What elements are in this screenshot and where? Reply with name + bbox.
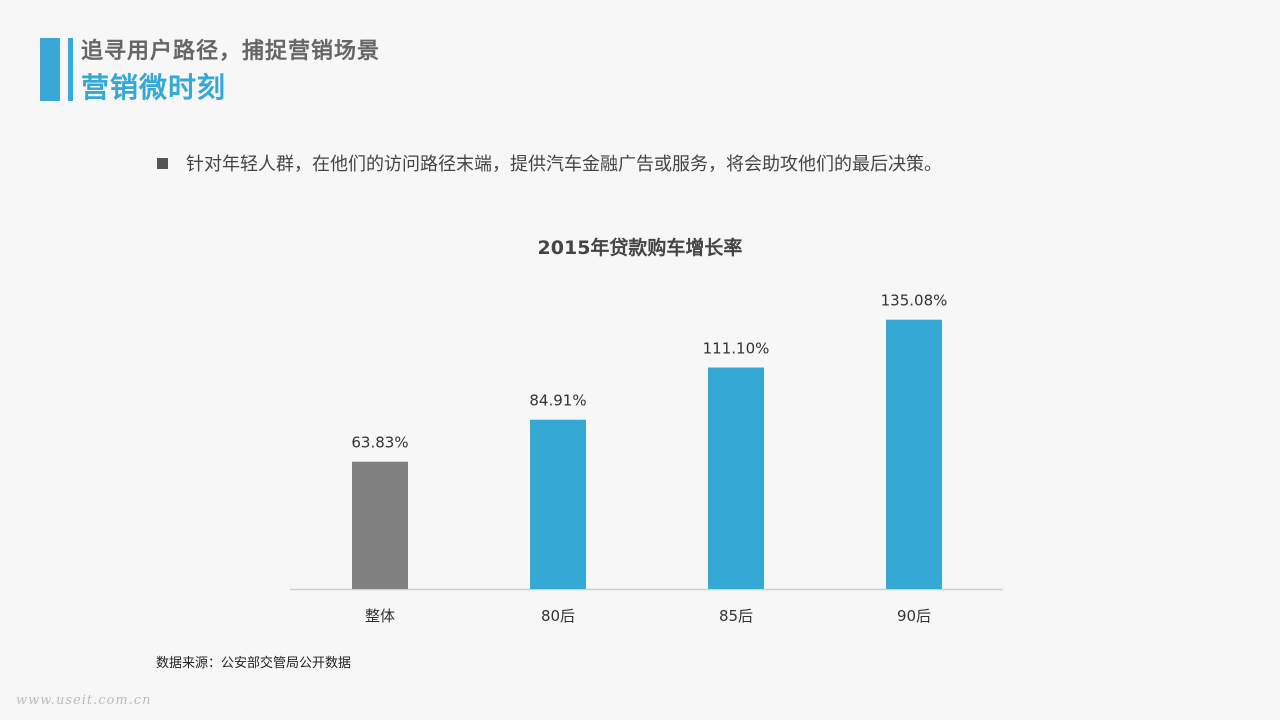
bar-3 xyxy=(886,319,942,589)
x-tick-label-2: 85后 xyxy=(719,607,753,625)
bar-2 xyxy=(708,367,764,589)
data-label-3: 135.08% xyxy=(881,292,948,310)
bullet-square-icon xyxy=(157,157,168,169)
bullet-text: 针对年轻人群，在他们的访问路径末端，提供汽车金融广告或服务，将会助攻他们的最后决… xyxy=(186,154,942,175)
x-tick-label-3: 90后 xyxy=(897,607,931,625)
data-label-1: 84.91% xyxy=(529,392,586,410)
header-accent-line xyxy=(68,38,73,101)
bar-1 xyxy=(530,419,586,589)
bullet-point: 针对年轻人群，在他们的访问路径末端，提供汽车金融广告或服务，将会助攻他们的最后决… xyxy=(157,150,942,176)
bar-0 xyxy=(352,461,408,589)
watermark: www.useit.com.cn xyxy=(16,693,152,708)
data-label-2: 111.10% xyxy=(703,339,770,357)
header-subtitle: 追寻用户路径，捕捉营销场景 xyxy=(81,39,381,64)
chart-title: 2015年贷款购车增长率 xyxy=(538,236,743,259)
x-tick-label-0: 整体 xyxy=(365,607,395,625)
data-label-0: 63.83% xyxy=(351,434,408,452)
source-note: 数据来源：公安部交管局公开数据 xyxy=(156,656,352,671)
x-tick-label-1: 80后 xyxy=(541,607,575,625)
page-title: 营销微时刻 xyxy=(81,71,227,104)
header-accent-bar xyxy=(40,38,60,101)
